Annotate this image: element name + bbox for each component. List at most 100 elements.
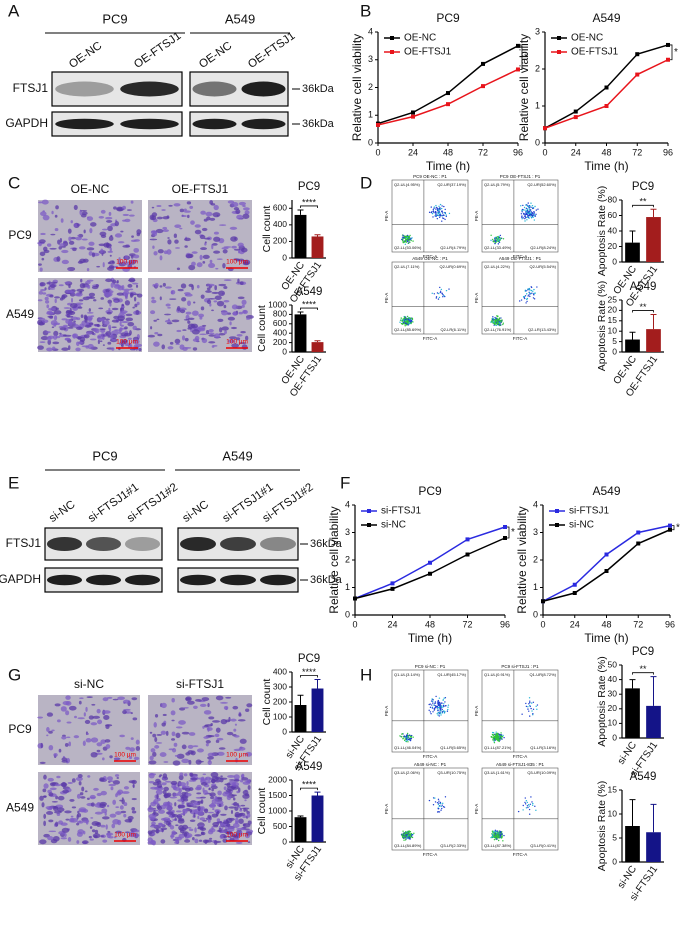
cell-stain [220,702,228,704]
cell-stain [113,699,119,701]
flow-event [503,737,504,738]
cell-stain [90,315,94,317]
cell-stain [185,837,189,839]
cell-stain [85,790,88,792]
flow-event [435,214,436,215]
flow-event [498,836,499,837]
cell-stain [203,839,209,843]
cell-stain [107,226,113,231]
cell-stain [152,833,155,836]
error-bar [315,792,321,795]
flow-event [529,700,530,701]
cell-stain [136,285,138,288]
flow-event [434,709,435,710]
cell-stain [200,797,206,799]
cell-stain [234,779,240,782]
flow-event [518,811,519,812]
cell-stain [236,842,243,844]
cell-stain [216,727,221,732]
data-point [481,84,485,88]
cell-stain [113,206,117,209]
cell-stain [52,342,59,345]
flow-event [445,796,446,797]
cell-stain [164,822,167,824]
flow-event [498,738,499,739]
cell-stain [87,317,92,321]
quadrant-label: Q2-UL(7.11%) [394,264,420,269]
flow-event [401,834,402,835]
cell-stain [185,338,189,341]
cell-stain [135,310,139,315]
data-point [503,525,507,529]
flow-event [525,217,526,218]
cell-stain [125,300,130,305]
cell-stain [161,731,166,735]
flow-event [449,213,450,214]
flow-event [431,698,432,699]
cell-stain [211,203,216,205]
cell-stain [95,812,103,815]
flow-event [495,241,496,242]
flow-event [497,832,498,833]
cell-stain [80,283,86,288]
flow-event [443,699,444,700]
cell-stain [186,312,192,315]
cell-stain [177,799,183,802]
cell-stain [74,716,77,719]
cell-stain [190,809,193,813]
flow-event [497,238,498,239]
bar [295,215,307,258]
flow-event [441,292,442,293]
cell-stain [89,308,91,312]
flow-event [493,734,494,735]
data-point [428,561,432,565]
flow-event [529,814,530,815]
cell-stain [190,220,195,224]
cell-stain [163,229,169,232]
legend-label: si-NC [569,520,594,531]
flow-event [496,731,497,732]
flow-event [497,734,498,735]
lane-label: OE-NC [67,40,104,71]
row-label: A549 [6,801,34,815]
cell-stain [50,234,55,236]
cell-stain [76,317,80,320]
cell-stain [176,726,183,728]
cell-stain [166,821,171,826]
cell-stain [208,263,215,268]
y-tick-label: 0 [535,137,540,147]
cell-stain [245,708,249,711]
data-point [666,43,670,47]
cell-stain [166,731,169,736]
cell-stain [201,782,207,786]
cell-stain [227,782,231,787]
blot-band [220,575,256,586]
flow-event [401,736,402,737]
y-tick-label: 15 [608,784,618,794]
flow-event [437,218,438,219]
cell-stain [209,804,216,808]
cell-stain [209,838,212,840]
cell-stain [106,220,112,223]
flow-event [405,316,406,317]
cell-stain [184,347,191,349]
flow-event [401,239,402,240]
flow-event [437,292,438,293]
cell-stain [101,791,107,795]
blot-band [260,575,296,586]
flow-event [525,209,526,210]
cell-stain [40,233,45,235]
flow-event [531,710,532,711]
cell-stain [156,229,164,233]
error-bar [298,695,304,705]
lane-label: si-NC [47,499,77,525]
cell-stain [79,781,82,785]
data-point [481,62,485,66]
cell-stain [126,314,133,317]
data-point [411,115,415,119]
cell-stain [174,239,179,243]
flow-event [442,709,443,710]
cell-stain [150,732,153,734]
cell-stain [203,773,207,775]
cell-stain [43,783,48,788]
